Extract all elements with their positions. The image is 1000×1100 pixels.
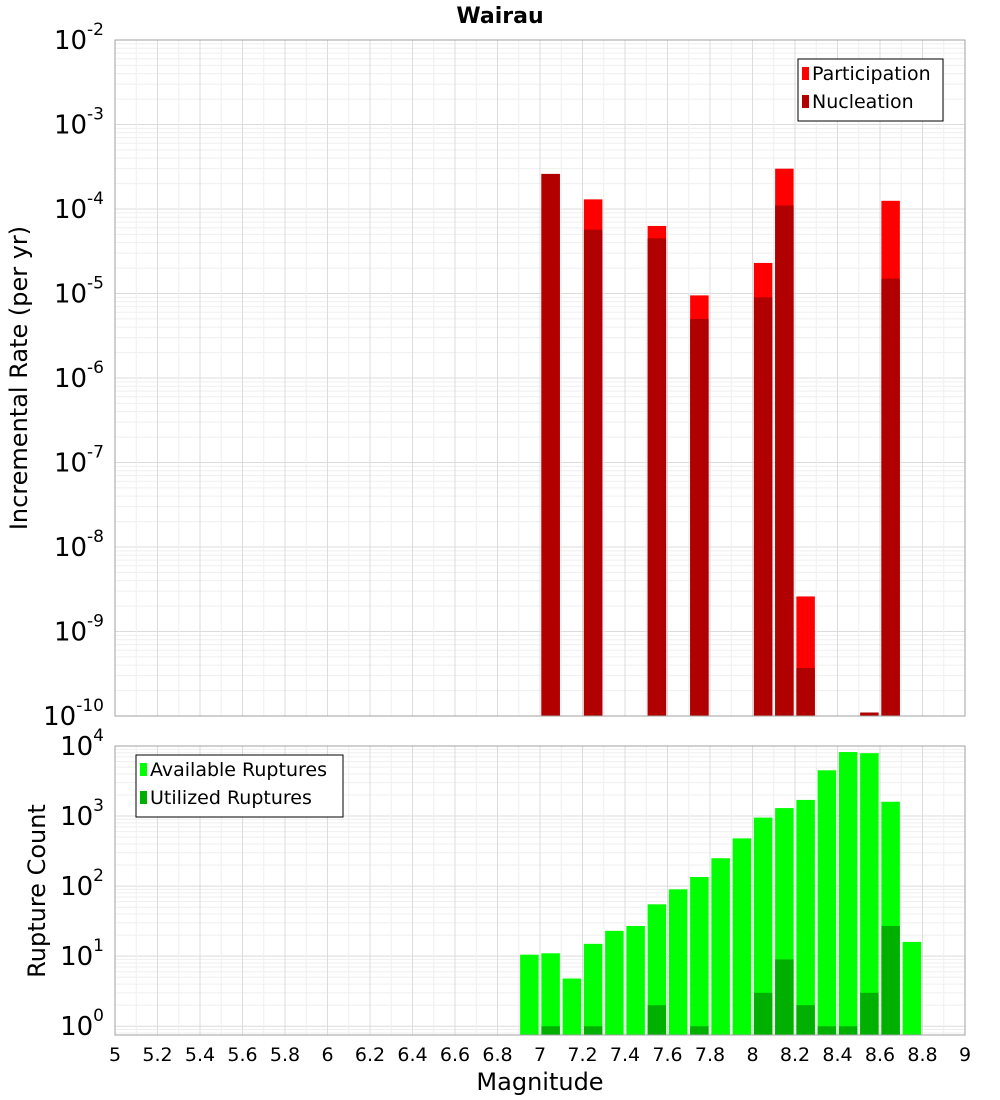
- x-tick-label: 5.2: [142, 1044, 172, 1066]
- x-tick-label: 6.6: [440, 1044, 470, 1066]
- y-tick-label: 10-6: [54, 358, 104, 394]
- legend-label: Nucleation: [812, 91, 914, 113]
- legend-box: [797, 58, 944, 122]
- bottom-legend: Available Ruptures Utilized Ruptures: [135, 754, 344, 818]
- y-tick-label: 103: [60, 796, 104, 832]
- bar-utilized-ruptures: [775, 959, 794, 1035]
- x-tick-label: 5.4: [185, 1044, 215, 1066]
- bar-nucleation: [753, 297, 773, 716]
- bar-nucleation: [796, 667, 815, 716]
- x-tick-label: 8.2: [780, 1044, 810, 1066]
- legend-label: Utilized Ruptures: [150, 787, 312, 809]
- bar-available-ruptures: [860, 753, 879, 1035]
- x-tick-label: 8.4: [822, 1044, 852, 1066]
- bar-nucleation: [860, 712, 879, 716]
- legend-label: Available Ruptures: [150, 759, 327, 781]
- bottom-y-ticks: 104 103 102 101 100: [60, 726, 104, 1042]
- bar-utilized-ruptures: [647, 1005, 667, 1035]
- y-tick-label: 101: [60, 936, 104, 972]
- top-plot-frame: [114, 39, 966, 717]
- y-tick-label: 100: [60, 1006, 104, 1042]
- bottom-bars: [520, 752, 922, 1035]
- bar-available-ruptures: [711, 858, 730, 1035]
- bar-available-ruptures: [817, 770, 837, 1035]
- y-tick-label: 102: [60, 866, 104, 902]
- bar-available-ruptures: [583, 943, 603, 1035]
- y-tick-label: 10-7: [54, 443, 104, 479]
- bar-nucleation: [775, 205, 794, 716]
- bar-available-ruptures: [668, 889, 688, 1035]
- x-tick-label: 6.8: [482, 1044, 512, 1066]
- bar-utilized-ruptures: [690, 1026, 709, 1035]
- legend-swatch: [140, 763, 147, 776]
- x-tick-label: 5.6: [227, 1044, 257, 1066]
- bar-available-ruptures: [520, 954, 539, 1035]
- x-tick-label: 8.8: [907, 1044, 937, 1066]
- y-tick-label: 10-10: [43, 696, 104, 732]
- bottom-panel: 104 103 102 101 100 Rupture Count Available …: [23, 726, 966, 1042]
- x-tick-label: 7.4: [610, 1044, 640, 1066]
- top-y-axis-label: Incremental Rate (per yr): [5, 226, 33, 530]
- bar-available-ruptures: [838, 752, 858, 1035]
- bar-nucleation: [541, 173, 560, 716]
- x-tick-label: 6.4: [397, 1044, 427, 1066]
- y-tick-label: 104: [60, 726, 104, 762]
- legend-swatch: [140, 791, 147, 804]
- bar-utilized-ruptures: [796, 1005, 815, 1035]
- bar-utilized-ruptures: [541, 1026, 560, 1035]
- bottom-y-axis-label: Rupture Count: [23, 804, 51, 978]
- y-tick-label: 10-8: [54, 527, 104, 563]
- bar-available-ruptures: [753, 817, 773, 1035]
- bar-utilized-ruptures: [753, 992, 773, 1035]
- x-tick-label: 5: [109, 1044, 121, 1066]
- top-panel: 10-2 10-3 10-4 10-5 10-6 10-7 10-8 10-9 10-10 In…: [5, 20, 966, 732]
- y-tick-label: 10-4: [54, 189, 104, 225]
- y-tick-label: 10-2: [54, 20, 104, 56]
- bar-utilized-ruptures: [881, 925, 900, 1035]
- bar-nucleation: [583, 229, 603, 716]
- bar-available-ruptures: [690, 876, 709, 1035]
- x-tick-label: 7.8: [695, 1044, 725, 1066]
- legend-label: Participation: [812, 63, 931, 85]
- chart-title: Wairau: [456, 4, 543, 29]
- bar-utilized-ruptures: [860, 992, 879, 1035]
- x-tick-label: 8: [746, 1044, 758, 1066]
- bar-available-ruptures: [902, 941, 922, 1035]
- x-tick-label: 6: [321, 1044, 333, 1066]
- legend-box: [135, 754, 344, 818]
- x-tick-label: 8.6: [865, 1044, 895, 1066]
- bar-available-ruptures: [562, 978, 582, 1035]
- top-legend: Participation Nucleation: [797, 58, 944, 122]
- bar-utilized-ruptures: [838, 1026, 858, 1035]
- legend-swatch: [802, 95, 809, 108]
- x-tick-label: 5.8: [270, 1044, 300, 1066]
- top-y-ticks: 10-2 10-3 10-4 10-5 10-6 10-7 10-8 10-9 10-10: [43, 20, 104, 732]
- bar-available-ruptures: [541, 953, 560, 1035]
- x-axis-label: Magnitude: [476, 1068, 603, 1096]
- top-bars: [541, 168, 900, 717]
- bar-available-ruptures: [626, 925, 645, 1035]
- bar-available-ruptures: [796, 799, 815, 1035]
- bar-utilized-ruptures: [583, 1026, 603, 1035]
- x-ticks: 5 5.2 5.4 5.6 5.8 6 6.2 6.4 6.6 6.8 7 7.2 7.4 7.6 7.8 8…: [109, 1044, 971, 1066]
- y-tick-label: 10-3: [54, 105, 104, 141]
- bar-nucleation: [690, 318, 709, 716]
- bar-utilized-ruptures: [817, 1026, 837, 1035]
- x-tick-label: 9: [959, 1044, 971, 1066]
- x-tick-label: 7.6: [652, 1044, 682, 1066]
- bar-nucleation: [647, 238, 667, 717]
- bar-nucleation: [881, 278, 900, 716]
- y-tick-label: 10-9: [54, 612, 104, 648]
- x-tick-label: 7: [534, 1044, 546, 1066]
- x-tick-label: 6.2: [355, 1044, 385, 1066]
- x-tick-label: 7.2: [567, 1044, 597, 1066]
- bar-available-ruptures: [647, 904, 667, 1035]
- legend-swatch: [802, 67, 809, 80]
- y-tick-label: 10-5: [54, 274, 104, 310]
- bar-available-ruptures: [732, 838, 752, 1035]
- bar-available-ruptures: [605, 930, 624, 1035]
- bottom-plot-frame: [114, 745, 966, 1036]
- top-grid: [114, 39, 966, 717]
